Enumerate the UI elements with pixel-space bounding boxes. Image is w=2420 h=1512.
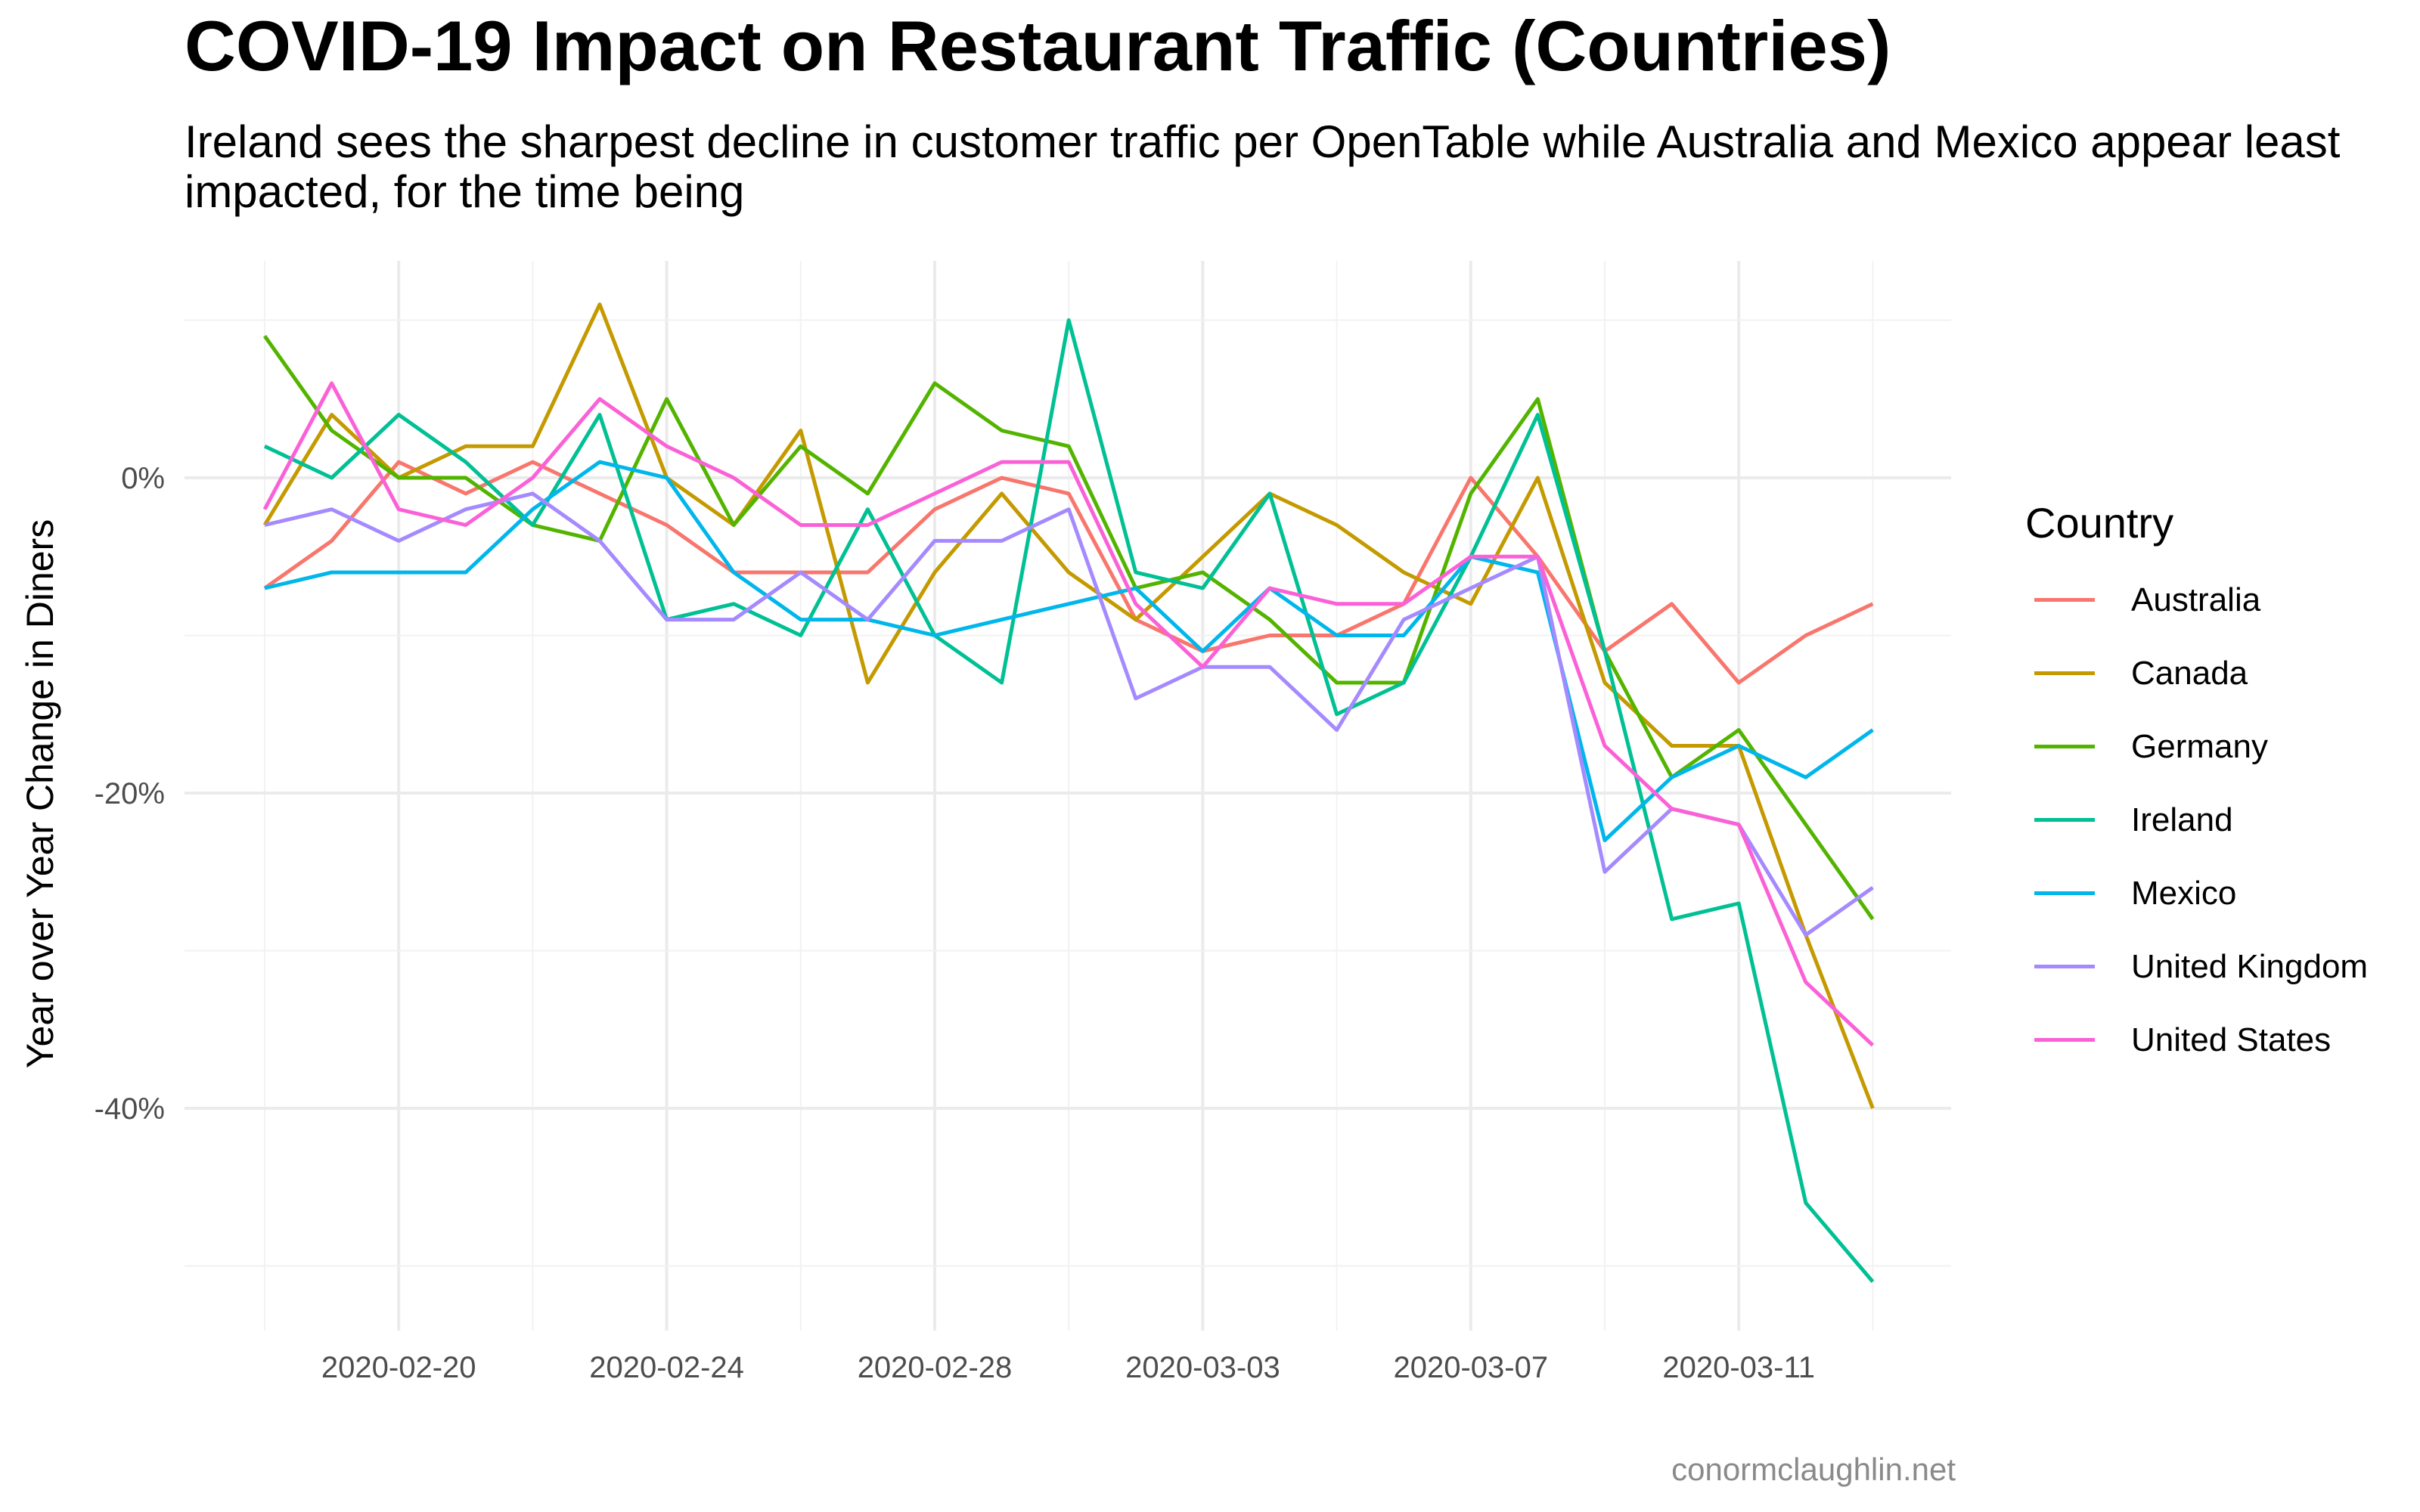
legend-item: Australia [2025,563,2368,637]
chart-subtitle: Ireland sees the sharpest decline in cus… [185,116,2341,217]
series-lines [262,302,1875,1284]
legend-swatch [2034,1038,2095,1043]
legend-swatch [2034,965,2095,969]
chart-title: COVID-19 Impact on Restaurant Traffic (C… [185,6,1891,85]
y-tick-label: -20% [95,777,165,810]
x-tick-label: 2020-02-20 [321,1351,476,1384]
axis-ticks: 0% -20% -40% 2020-02-20 2020-02-24 2020-02-28… [95,462,1815,1384]
x-tick-label: 2020-02-28 [858,1351,1013,1384]
series-line-united-states [262,381,1875,1047]
series-line-ireland [263,318,1875,1284]
legend-swatch [2034,598,2095,603]
legend-label: Mexico [2131,874,2237,912]
series-line-united-kingdom [264,491,1874,937]
legend-label: Canada [2131,654,2248,692]
legend-label: Germany [2131,727,2268,765]
x-tick-label: 2020-03-11 [1662,1351,1815,1384]
legend-swatch [2034,745,2095,749]
legend-item: Germany [2025,710,2368,783]
series-line-mexico [264,460,1874,842]
legend-item: United Kingdom [2025,930,2368,1003]
legend-label: United States [2131,1021,2332,1058]
y-axis-title: Year over Year Change in Diners [19,519,61,1068]
x-tick-label: 2020-03-07 [1393,1351,1548,1384]
x-tick-label: 2020-03-03 [1125,1351,1280,1384]
legend: Country Australia Canada Germany Ireland Mex… [2025,497,2368,1077]
series-line-canada [262,302,1875,1109]
y-tick-label: -40% [95,1092,165,1126]
legend-item: Mexico [2025,857,2368,930]
legend-item: Canada [2025,637,2368,710]
legend-swatch [2034,891,2095,896]
legend-swatch [2034,818,2095,823]
legend-title: Country [2025,499,2174,547]
grid [185,261,1951,1331]
x-tick-label: 2020-02-24 [589,1351,744,1384]
legend-swatch [2034,671,2095,676]
source-caption: conormclaughlin.net [1671,1452,1956,1487]
legend-item: United States [2025,1003,2368,1077]
legend-item: Ireland [2025,783,2368,857]
legend-label: Australia [2131,581,2261,618]
y-tick-label: 0% [121,462,165,495]
legend-label: United Kingdom [2131,947,2369,985]
legend-label: Ireland [2131,801,2233,838]
